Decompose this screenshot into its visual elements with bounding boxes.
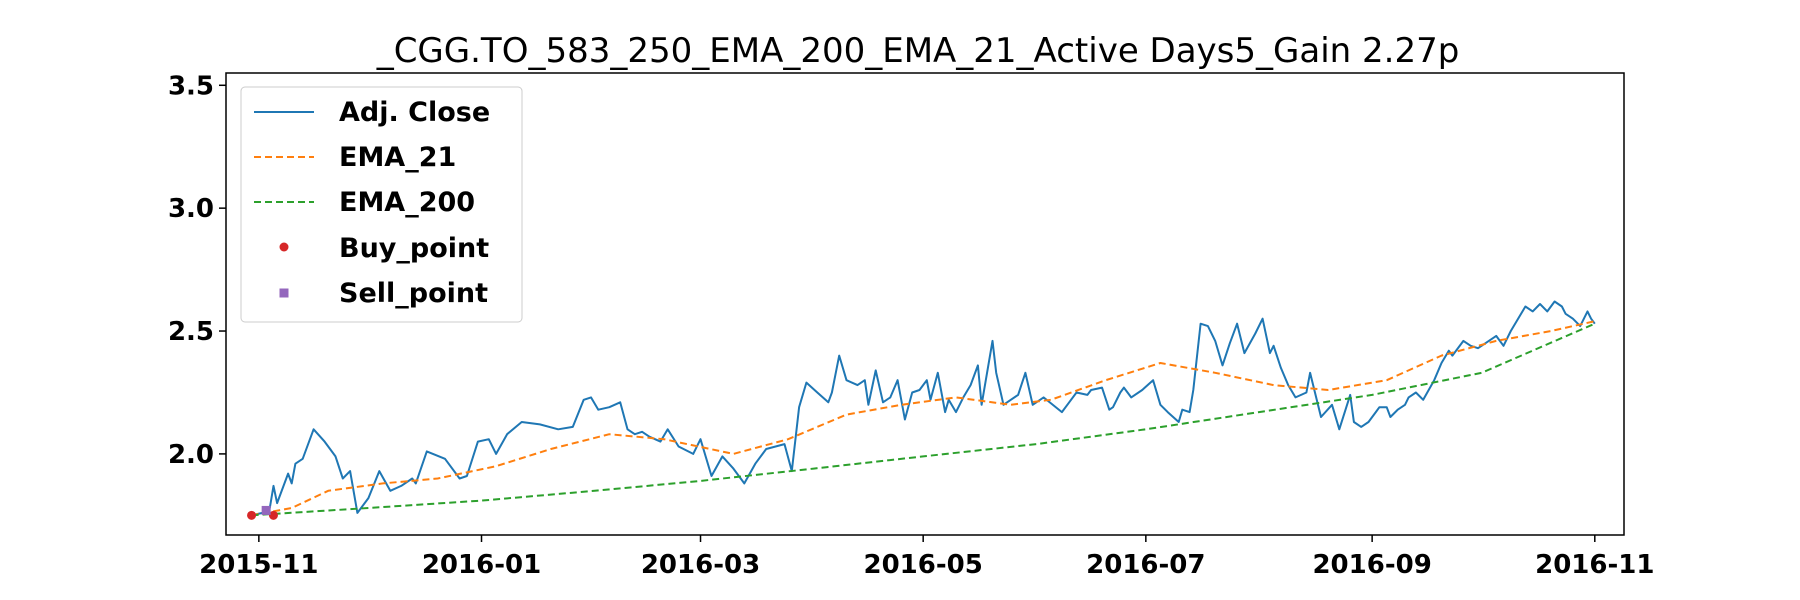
x-axis: 2015-11 2016-01 2016-03 2016-05 2016-07 2016-… — [199, 535, 1654, 580]
series-line-adj-close — [251, 300, 1596, 517]
y-tick-label: 3.0 — [168, 194, 214, 224]
legend-label-ema-200: EMA_200 — [339, 187, 475, 218]
x-tick-label: 2016-07 — [1086, 550, 1205, 580]
series-line-ema-200 — [251, 322, 1596, 517]
x-tick-label: 2016-03 — [641, 550, 760, 580]
legend-label-adj-close: Adj. Close — [339, 97, 490, 128]
legend-frame — [240, 86, 523, 323]
x-tick-label: 2016-11 — [1535, 550, 1654, 580]
y-axis: 2.0 2.5 3.0 3.5 — [168, 71, 226, 470]
sell-point-marker — [261, 505, 271, 515]
buy-point-marker — [268, 510, 278, 520]
legend-label-buy-point: Buy_point — [339, 233, 489, 264]
series-layer — [251, 300, 1596, 517]
x-tick-label: 2015-11 — [199, 550, 318, 580]
x-tick-label: 2016-05 — [864, 550, 983, 580]
chart-title: _CGG.TO_583_250_EMA_200_EMA_21_Active Da… — [376, 31, 1460, 71]
y-tick-label: 3.5 — [168, 71, 214, 101]
x-tick-label: 2016-01 — [422, 550, 541, 580]
y-tick-label: 2.5 — [168, 317, 214, 347]
legend-label-ema-21: EMA_21 — [339, 142, 456, 173]
x-tick-label: 2016-09 — [1312, 550, 1431, 580]
legend-swatch-sell-point — [279, 288, 289, 298]
y-tick-label: 2.0 — [168, 440, 214, 470]
legend-swatch-buy-point — [279, 242, 289, 252]
legend: Adj. Close EMA_21 EMA_200 Buy_point Sell… — [240, 86, 523, 323]
series-line-ema-21 — [251, 320, 1596, 517]
marker-layer — [247, 505, 278, 520]
buy-point-marker — [247, 510, 257, 520]
legend-label-sell-point: Sell_point — [339, 278, 488, 309]
